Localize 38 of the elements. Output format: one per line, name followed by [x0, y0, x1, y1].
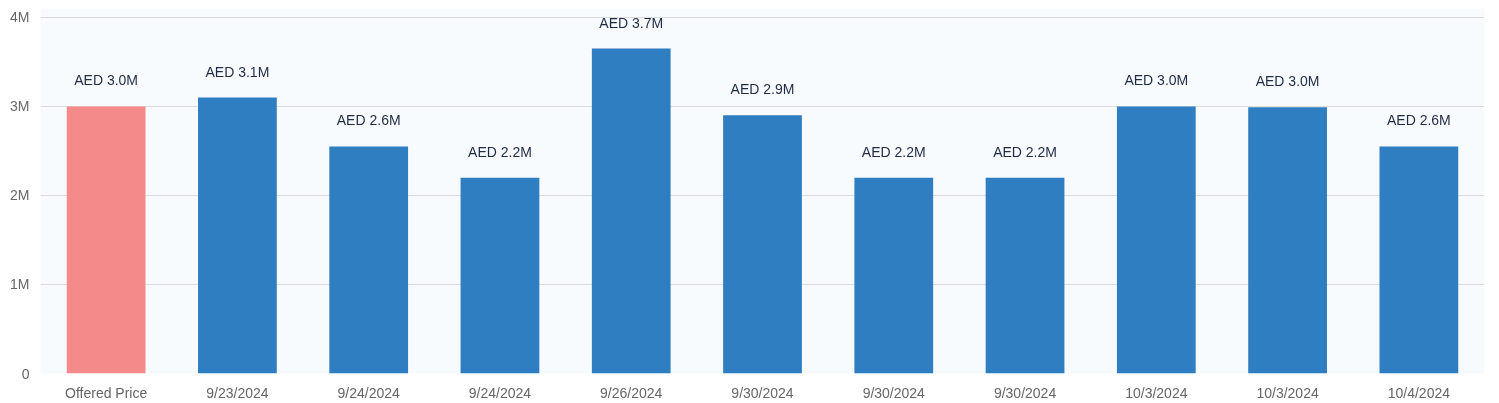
- data-label: AED 3.1M: [205, 63, 270, 80]
- bar: [1248, 107, 1327, 374]
- data-label: AED 3.0M: [1255, 73, 1320, 90]
- data-label: AED 2.2M: [993, 143, 1057, 160]
- bar: [1116, 106, 1196, 374]
- data-label: AED 3.7M: [599, 14, 664, 31]
- x-tick-label: 9/26/2024: [600, 384, 663, 401]
- x-tick-label: 9/30/2024: [731, 384, 794, 401]
- data-label: AED 2.6M: [1386, 112, 1451, 129]
- bar: [460, 177, 540, 374]
- data-label: AED 2.2M: [468, 143, 532, 160]
- bar: [1379, 146, 1459, 374]
- x-tick-label: Offered Price: [65, 384, 148, 401]
- data-label: AED 3.0M: [74, 72, 139, 89]
- x-tick-label: 9/23/2024: [206, 384, 269, 401]
- data-label: AED 2.6M: [336, 112, 401, 129]
- x-tick-label: 10/3/2024: [1125, 384, 1188, 401]
- x-tick-label: 9/30/2024: [993, 384, 1057, 401]
- x-tick-label: 9/30/2024: [862, 384, 926, 401]
- y-tick-label: 2M: [10, 187, 30, 204]
- y-tick-label: 4M: [10, 9, 30, 26]
- data-label: AED 2.9M: [730, 81, 795, 98]
- x-tick-label: 10/4/2024: [1387, 384, 1451, 401]
- bar: [198, 97, 277, 374]
- x-tick-label: 9/24/2024: [468, 384, 532, 401]
- bar: [723, 115, 802, 374]
- y-tick-label: 3M: [10, 98, 30, 115]
- bar: [985, 177, 1065, 374]
- x-tick-label: 9/24/2024: [337, 384, 401, 401]
- data-label: AED 3.0M: [1124, 72, 1189, 89]
- x-tick-label: 10/3/2024: [1256, 384, 1319, 401]
- y-tick-label: 1M: [10, 276, 30, 293]
- bar: [329, 146, 409, 374]
- bar: [66, 106, 146, 374]
- y-tick-label: 0: [21, 365, 30, 382]
- bar: [854, 177, 934, 374]
- data-label: AED 2.2M: [861, 143, 926, 160]
- bar: [591, 48, 671, 374]
